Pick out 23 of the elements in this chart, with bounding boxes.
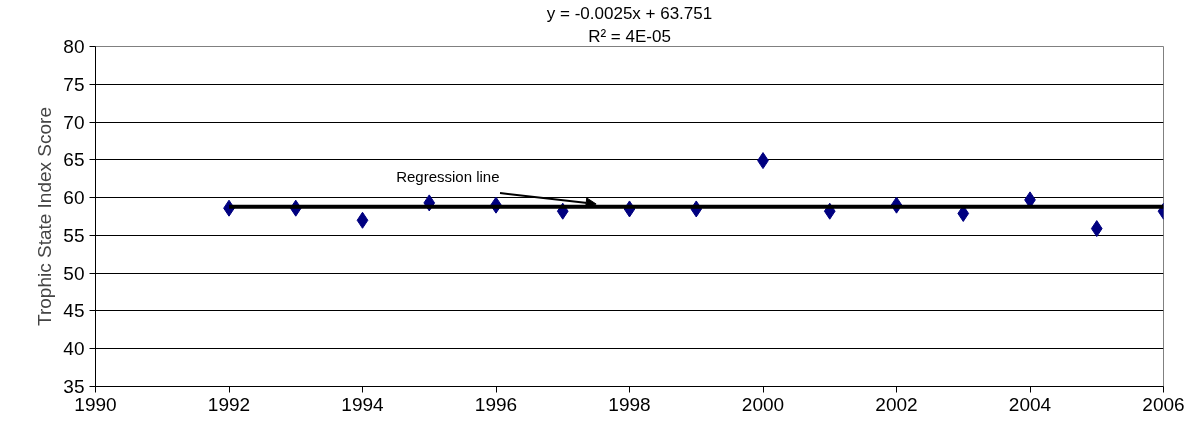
text: y = -0.0025x + 63.751 xyxy=(546,3,713,23)
x-tick-label: 2002 xyxy=(875,393,918,415)
x-tick-label: 2006 xyxy=(1142,393,1185,415)
y-tick-label: 50 xyxy=(63,262,85,284)
point xyxy=(356,211,369,229)
x-tick-label: 1996 xyxy=(474,393,518,415)
x-tick-label: 1994 xyxy=(341,393,385,415)
y-tick-label: 70 xyxy=(63,111,85,133)
y-tick-label: 80 xyxy=(63,36,85,57)
x-tick-label: 1992 xyxy=(207,393,251,415)
x-tick-label: 2000 xyxy=(741,393,785,415)
x-tick-label: 2004 xyxy=(1008,393,1052,415)
annotation: Regression line xyxy=(396,167,500,185)
y-tick-label: 75 xyxy=(63,73,85,95)
y-tick-label: 65 xyxy=(63,149,85,171)
y-axis-title: Trophic State Index Score xyxy=(34,107,56,326)
text: R² = 4E-05 xyxy=(588,26,671,46)
y-tick-label: 40 xyxy=(63,338,85,360)
y-tick-label: 45 xyxy=(63,300,85,322)
x-tick-label: 1998 xyxy=(608,393,651,415)
y-tick-label: 55 xyxy=(63,224,85,246)
point xyxy=(1090,220,1103,238)
y-tick-label: 60 xyxy=(63,187,85,209)
